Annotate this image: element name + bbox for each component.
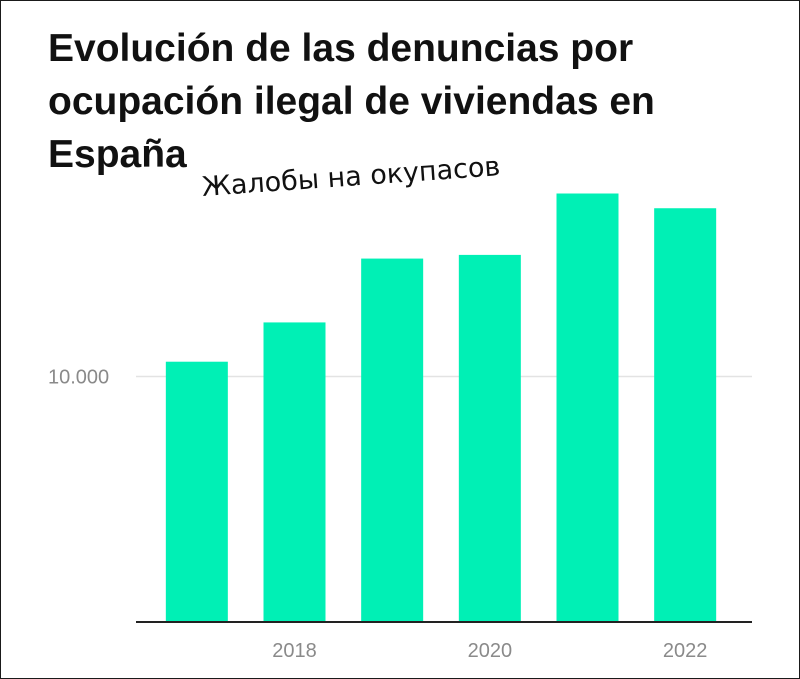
bar-2021: [556, 193, 619, 622]
x-tick-label-2020: 2020: [468, 640, 513, 662]
bar-2022: [654, 208, 717, 622]
x-tick-label-2018: 2018: [272, 640, 317, 662]
x-tick-label-2022: 2022: [663, 640, 708, 662]
bars: [165, 193, 717, 622]
axes: 10.000 2018 2020 2022: [48, 366, 752, 662]
bar-2018: [263, 322, 326, 622]
bar-2020: [458, 254, 521, 622]
bar-2017: [165, 361, 228, 622]
y-tick-label-0: 10.000: [48, 366, 109, 388]
chart-title: Evolución de las denuncias por ocupación…: [48, 27, 655, 176]
bar-2019: [361, 258, 424, 622]
